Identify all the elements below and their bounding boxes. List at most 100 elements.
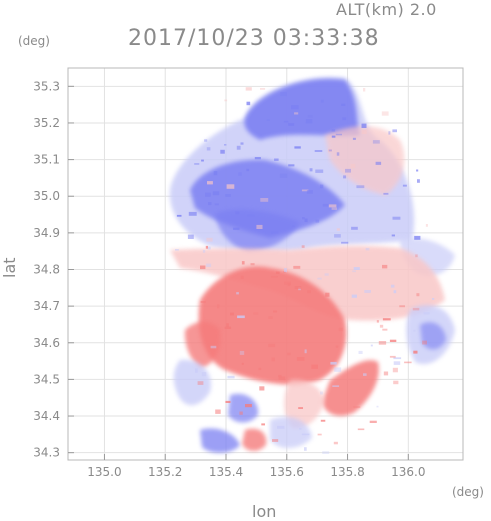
echo-speckle <box>364 290 371 293</box>
echo-speckle <box>224 99 228 102</box>
echo-speckle <box>325 292 330 297</box>
echo-speckle <box>271 231 279 234</box>
echo-speckle <box>413 329 416 332</box>
echo-speckle <box>213 171 218 176</box>
echo-speckle <box>207 181 213 185</box>
echo-speckle <box>200 301 206 303</box>
echo-speckle <box>260 198 269 202</box>
echo-speckle <box>246 168 250 172</box>
echo-speckle <box>258 367 262 371</box>
echo-speckle <box>201 159 204 162</box>
echo-speckle <box>200 265 206 270</box>
echo-speckle <box>235 211 240 215</box>
echo-speckle <box>315 169 324 173</box>
echo-speckle <box>317 277 322 280</box>
echo-speckle <box>393 361 401 365</box>
echo-speckle <box>240 142 244 145</box>
echo-speckle <box>342 117 347 121</box>
echo-speckle <box>291 105 299 110</box>
echo-speckle <box>294 112 299 115</box>
echo-speckle <box>283 120 289 123</box>
echo-speckle <box>280 92 287 97</box>
echo-speckle <box>260 88 266 90</box>
x-tick-label: 135.0 <box>87 465 121 479</box>
echo-speckle <box>307 290 311 294</box>
receding-echo <box>325 126 405 195</box>
echo-speckle <box>356 185 365 189</box>
echo-speckle <box>383 371 389 376</box>
y-tick-label: 35.0 <box>33 189 60 203</box>
echo-speckle <box>416 293 420 297</box>
echo-speckle <box>215 409 221 414</box>
echo-speckle <box>351 226 358 230</box>
echo-speckle <box>393 357 402 360</box>
echo-speckle <box>259 386 265 391</box>
echo-speckle <box>335 133 342 136</box>
echo-speckle <box>343 175 347 179</box>
echo-speckle <box>294 286 302 289</box>
y-tick-label: 35.2 <box>33 116 60 130</box>
x-tick-label: 135.2 <box>148 465 182 479</box>
echo-speckle <box>331 135 336 138</box>
y-tick-label: 34.7 <box>33 299 60 313</box>
echo-speckle <box>311 364 318 369</box>
echo-speckle <box>225 400 231 403</box>
echo-speckle <box>233 227 240 230</box>
echo-speckle <box>336 228 340 231</box>
echo-speckle <box>306 190 313 194</box>
echo-speckle <box>324 273 329 276</box>
echo-speckle <box>372 140 380 144</box>
echo-speckle <box>188 211 197 216</box>
echo-speckle <box>207 246 211 250</box>
echo-speckle <box>250 263 255 266</box>
echo-speckle <box>381 111 389 116</box>
echo-speckle <box>208 202 212 206</box>
echo-speckle <box>261 423 265 426</box>
echo-speckle <box>353 267 360 270</box>
echo-speckle <box>391 234 395 237</box>
echo-speckle <box>206 237 213 242</box>
echo-speckle <box>328 149 332 152</box>
echo-speckle <box>230 312 234 316</box>
echo-speckle <box>205 192 211 197</box>
echo-speckle <box>294 146 301 149</box>
echo-speckle <box>402 184 407 187</box>
echo-speckle <box>389 339 397 342</box>
echo-speckle <box>425 224 428 227</box>
echo-speckle <box>388 131 391 135</box>
echo-speckle <box>284 268 287 273</box>
echo-speckle <box>393 380 399 385</box>
echo-speckle <box>195 368 198 373</box>
echo-speckle <box>253 312 259 315</box>
echo-speckle <box>225 194 231 197</box>
echo-speckle <box>328 148 332 153</box>
echo-speckle <box>334 367 342 372</box>
echo-speckle <box>375 161 382 165</box>
echo-speckle <box>204 139 208 142</box>
echo-speckle <box>363 373 367 376</box>
echo-speckle <box>245 404 252 408</box>
echo-speckle <box>335 345 339 348</box>
y-tick-label: 34.3 <box>33 446 60 460</box>
plot-frame <box>67 67 464 461</box>
echo-speckle <box>341 103 346 106</box>
echo-speckle <box>245 87 252 91</box>
axis-ticks: 135.0 135.2 135.4 135.6 135.8 136.0 34.3 34.4 34… <box>33 79 425 479</box>
approaching-echo <box>228 393 259 423</box>
echo-speckle <box>284 281 291 285</box>
receding-echo <box>284 379 325 429</box>
echo-speckle <box>376 320 379 323</box>
echo-speckle <box>246 101 251 106</box>
echo-speckle <box>330 361 337 365</box>
echo-speckle <box>201 372 207 377</box>
echo-speckle <box>361 123 367 128</box>
x-tick-label: 135.6 <box>270 465 304 479</box>
echo-speckle <box>214 203 219 206</box>
echo-speckle <box>301 189 309 192</box>
x-tick-label: 135.4 <box>209 465 243 479</box>
echo-speckle <box>238 172 242 176</box>
y-tick-label: 34.9 <box>33 226 60 240</box>
echo-speckle <box>288 123 295 126</box>
echo-speckle <box>220 149 225 154</box>
approaching-echo <box>215 209 300 252</box>
